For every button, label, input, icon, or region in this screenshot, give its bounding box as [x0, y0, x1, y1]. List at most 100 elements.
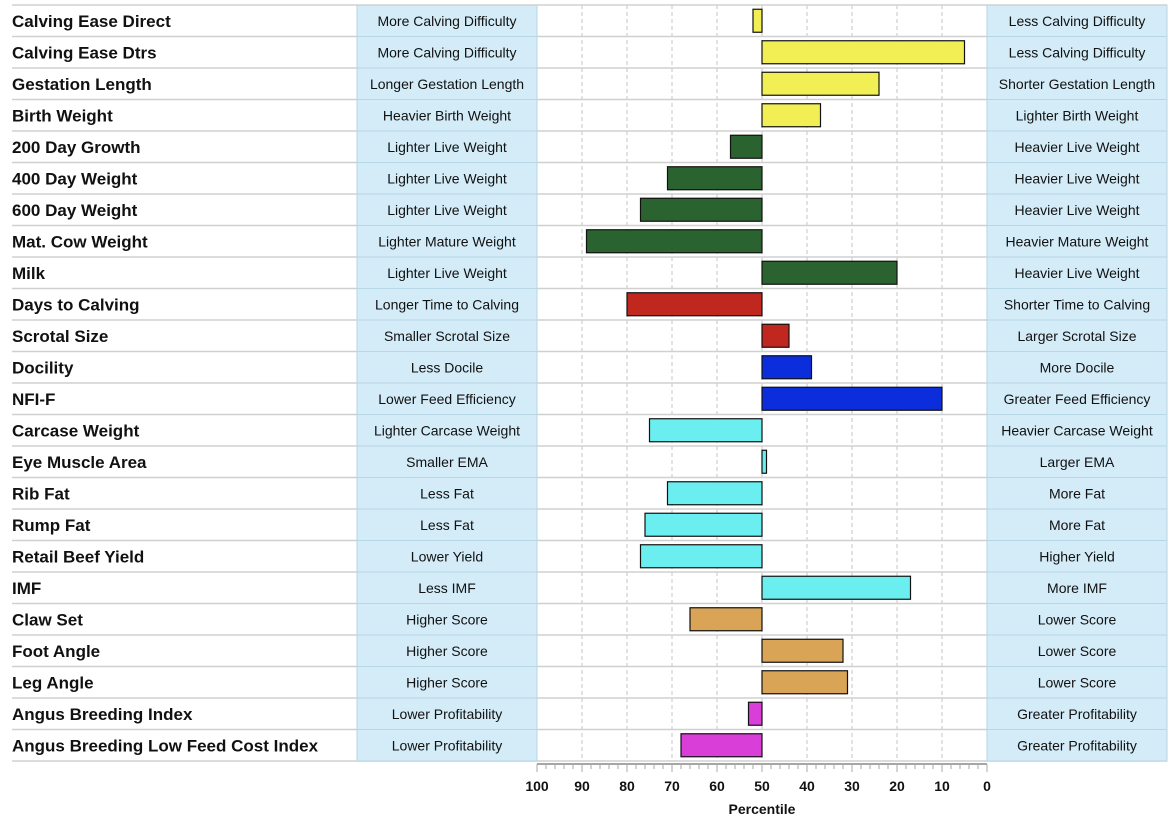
trait-name: Rump Fat: [12, 516, 91, 535]
low-descriptor: Lighter Mature Weight: [378, 233, 516, 249]
high-descriptor: Lighter Birth Weight: [1016, 107, 1139, 123]
percentile-bar: [639, 544, 763, 569]
high-descriptor: Heavier Live Weight: [1014, 265, 1139, 281]
x-tick-label: 0: [983, 778, 991, 794]
low-descriptor-box: [356, 508, 538, 541]
high-descriptor-box: [986, 508, 1168, 541]
trait-name: Leg Angle: [12, 673, 94, 692]
low-descriptor: Smaller EMA: [406, 454, 488, 470]
low-descriptor-box: [356, 477, 538, 510]
low-descriptor: Higher Score: [406, 674, 488, 690]
low-descriptor-box: [356, 634, 538, 667]
trait-name: Mat. Cow Weight: [12, 232, 148, 251]
trait-name: Retail Beef Yield: [12, 547, 144, 566]
x-tick-label: 90: [574, 778, 590, 794]
low-descriptor: More Calving Difficulty: [377, 44, 516, 60]
high-descriptor: Larger Scrotal Size: [1017, 328, 1136, 344]
low-descriptor: Less Fat: [420, 485, 474, 501]
percentile-bar: [639, 197, 763, 222]
low-descriptor-box: [356, 193, 538, 226]
low-descriptor-box: [356, 697, 538, 730]
low-descriptor-box: [356, 571, 538, 604]
percentile-bar: [761, 638, 844, 663]
trait-name: Calving Ease Dtrs: [12, 43, 157, 62]
percentile-bar: [761, 386, 943, 411]
trait-name: Foot Angle: [12, 642, 100, 661]
trait-name: NFI-F: [12, 390, 55, 409]
percentile-bar: [761, 260, 898, 285]
percentile-bar: [761, 40, 966, 65]
high-descriptor: More Fat: [1049, 517, 1105, 533]
percentile-bar: [666, 166, 763, 191]
low-descriptor-box: [356, 162, 538, 195]
trait-name: Angus Breeding Index: [12, 705, 193, 724]
low-descriptor: Lighter Live Weight: [387, 202, 507, 218]
low-descriptor: Lower Profitability: [392, 737, 503, 753]
low-descriptor: Higher Score: [406, 643, 488, 659]
trait-name: Carcase Weight: [12, 421, 140, 440]
high-descriptor-box: [986, 571, 1168, 604]
low-descriptor: Lower Feed Efficiency: [378, 391, 515, 407]
x-tick-label: 60: [709, 778, 725, 794]
low-descriptor: Lower Yield: [411, 548, 483, 564]
low-descriptor-box: [356, 256, 538, 289]
x-tick-label: 40: [799, 778, 815, 794]
low-descriptor-box: [356, 36, 538, 69]
high-descriptor: Greater Profitability: [1017, 737, 1137, 753]
high-descriptor-box: [986, 540, 1168, 573]
high-descriptor: More IMF: [1047, 580, 1107, 596]
percentile-bar: [761, 575, 912, 600]
high-descriptor-box: [986, 603, 1168, 636]
low-descriptor-box: [356, 99, 538, 132]
high-descriptor: Greater Feed Efficiency: [1004, 391, 1151, 407]
high-descriptor-box: [986, 4, 1168, 37]
high-descriptor: Heavier Carcase Weight: [1001, 422, 1153, 438]
trait-name: Days to Calving: [12, 295, 140, 314]
percentile-bars: [585, 8, 966, 758]
high-descriptor-box: [986, 351, 1168, 384]
high-descriptor-box: [986, 256, 1168, 289]
trait-name: Gestation Length: [12, 75, 152, 94]
high-descriptor-box: [986, 225, 1168, 258]
high-descriptor: Shorter Time to Calving: [1004, 296, 1150, 312]
low-descriptor-box: [356, 130, 538, 163]
low-descriptor-box: [356, 351, 538, 384]
percentile-bar: [644, 512, 763, 537]
low-descriptor: Smaller Scrotal Size: [384, 328, 510, 344]
high-descriptor-box: [986, 634, 1168, 667]
trait-name: Milk: [12, 264, 46, 283]
high-descriptor-box: [986, 36, 1168, 69]
low-descriptor: Longer Gestation Length: [370, 76, 524, 92]
trait-name: Claw Set: [12, 610, 83, 629]
x-tick-label: 30: [844, 778, 860, 794]
high-descriptor-box: [986, 162, 1168, 195]
x-tick-label: 70: [664, 778, 680, 794]
low-descriptor: Lighter Live Weight: [387, 139, 507, 155]
high-descriptor-box: [986, 414, 1168, 447]
low-descriptor-box: [356, 225, 538, 258]
x-tick-label: 20: [889, 778, 905, 794]
trait-name: Docility: [12, 358, 74, 377]
low-descriptor: Longer Time to Calving: [375, 296, 519, 312]
trait-name: Scrotal Size: [12, 327, 108, 346]
x-axis-title: Percentile: [729, 801, 796, 817]
low-descriptor-box: [356, 288, 538, 321]
trait-name: Eye Muscle Area: [12, 453, 147, 472]
trait-name: Calving Ease Direct: [12, 12, 171, 31]
high-descriptor-box: [986, 288, 1168, 321]
high-descriptor: Heavier Mature Weight: [1006, 233, 1149, 249]
low-descriptor: Lighter Live Weight: [387, 265, 507, 281]
high-descriptor-box: [986, 729, 1168, 762]
high-descriptor: Heavier Live Weight: [1014, 202, 1139, 218]
high-descriptor-box: [986, 382, 1168, 415]
percentile-bar: [626, 292, 763, 317]
low-descriptor: Lighter Carcase Weight: [374, 422, 520, 438]
percentile-bar: [761, 449, 768, 474]
high-descriptor: Lower Score: [1038, 643, 1117, 659]
low-descriptor: Heavier Birth Weight: [383, 107, 511, 123]
trait-name: Birth Weight: [12, 106, 113, 125]
low-descriptor-box: [356, 540, 538, 573]
high-descriptor: Shorter Gestation Length: [999, 76, 1155, 92]
percentile-bar: [729, 134, 763, 159]
